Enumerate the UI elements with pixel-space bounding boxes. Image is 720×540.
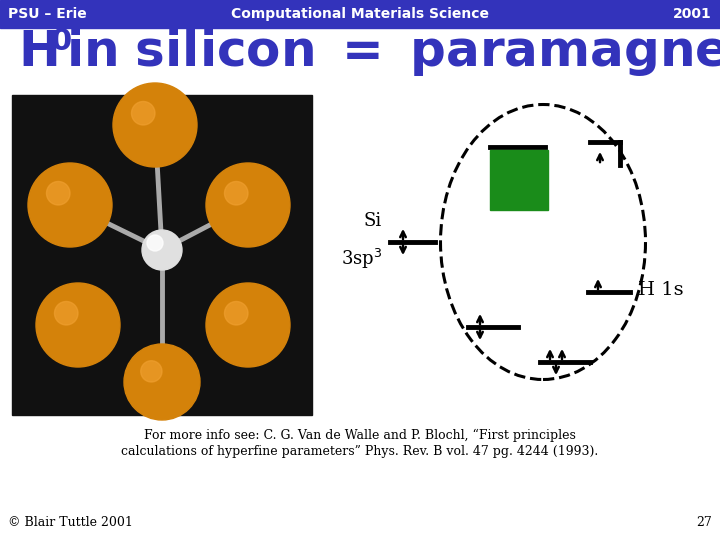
Circle shape: [206, 283, 290, 367]
Text: calculations of hyperfine parameters” Phys. Rev. B vol. 47 pg. 4244 (1993).: calculations of hyperfine parameters” Ph…: [122, 444, 598, 457]
Circle shape: [225, 181, 248, 205]
Text: PSU – Erie: PSU – Erie: [8, 7, 86, 21]
Text: $\mathbf{in\ silicon\ =\ paramagnetic\ defect}$: $\mathbf{in\ silicon\ =\ paramagnetic\ d…: [66, 26, 720, 78]
Text: $\mathbf{0}$: $\mathbf{0}$: [50, 25, 72, 57]
Bar: [490, 150, 548, 210]
Text: H 1s: H 1s: [638, 281, 683, 299]
Circle shape: [147, 235, 163, 251]
Circle shape: [124, 344, 200, 420]
Circle shape: [113, 83, 197, 167]
Circle shape: [55, 301, 78, 325]
Circle shape: [28, 163, 112, 247]
Circle shape: [47, 181, 70, 205]
Bar: [12, 95, 312, 415]
Text: 3sp$^3$: 3sp$^3$: [341, 247, 382, 271]
Circle shape: [140, 361, 162, 382]
Text: © Blair Tuttle 2001: © Blair Tuttle 2001: [8, 516, 133, 529]
Text: Computational Materials Science: Computational Materials Science: [231, 7, 489, 21]
Circle shape: [142, 230, 182, 270]
Circle shape: [206, 163, 290, 247]
Bar: [0, 0, 720, 28]
Circle shape: [132, 102, 155, 125]
Text: $\mathbf{H}$: $\mathbf{H}$: [18, 28, 58, 77]
Text: Si: Si: [364, 212, 382, 230]
Text: For more info see: C. G. Van de Walle and P. Blochl, “First principles: For more info see: C. G. Van de Walle an…: [144, 428, 576, 442]
Circle shape: [36, 283, 120, 367]
Text: 27: 27: [696, 516, 712, 529]
Circle shape: [225, 301, 248, 325]
Text: 2001: 2001: [673, 7, 712, 21]
